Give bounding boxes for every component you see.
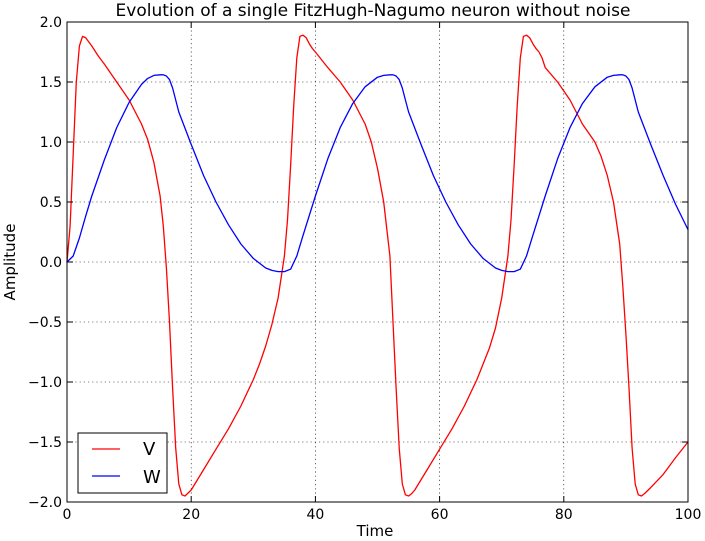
y-tick-label: 0.5 bbox=[40, 195, 62, 211]
legend-label-v: V bbox=[143, 439, 156, 460]
x-axis-label: Time bbox=[356, 522, 394, 540]
x-tick-label: 0 bbox=[63, 507, 72, 523]
y-tick-label: −2.0 bbox=[28, 495, 62, 511]
legend: V W bbox=[77, 432, 168, 494]
axis-ticks bbox=[66, 21, 689, 503]
chart-title: Evolution of a single FitzHugh-Nagumo ne… bbox=[116, 1, 631, 21]
y-tick-label: 0.0 bbox=[40, 255, 62, 271]
y-tick-label: −0.5 bbox=[28, 315, 62, 331]
x-tick-labels: 0 20 40 60 80 100 bbox=[63, 507, 702, 523]
x-tick-label: 80 bbox=[555, 507, 573, 523]
x-tick-label: 60 bbox=[431, 507, 449, 523]
y-tick-label: 1.0 bbox=[40, 135, 62, 151]
grid bbox=[67, 22, 688, 502]
y-tick-label: 2.0 bbox=[40, 15, 62, 31]
x-tick-label: 40 bbox=[306, 507, 324, 523]
series-layer bbox=[66, 34, 689, 497]
y-tick-label: −1.5 bbox=[28, 435, 62, 451]
legend-box bbox=[77, 432, 168, 494]
x-tick-label: 20 bbox=[182, 507, 200, 523]
y-axis-label: Amplitude bbox=[1, 224, 19, 301]
y-tick-label: −1.0 bbox=[28, 375, 62, 391]
x-tick-label: 100 bbox=[675, 507, 702, 523]
y-tick-label: 1.5 bbox=[40, 75, 62, 91]
y-tick-labels: 2.0 1.5 1.0 0.5 0.0 −0.5 −1.0 −1.5 −2.0 bbox=[28, 15, 62, 511]
series-line-w bbox=[66, 74, 689, 273]
series-line-v bbox=[66, 34, 689, 497]
legend-label-w: W bbox=[143, 467, 161, 488]
